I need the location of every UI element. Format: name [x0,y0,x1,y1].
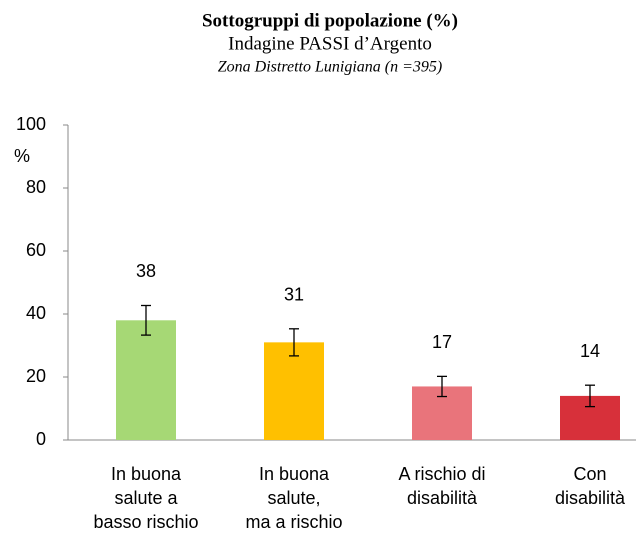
chart-title: Sottogruppi di popolazione (%) [202,10,458,31]
y-axis-label: % [14,146,30,166]
value-label: 17 [432,332,452,352]
error-bar [585,384,595,408]
value-label: 14 [580,341,600,361]
error-bar [437,375,447,398]
y-tick-label: 60 [26,240,46,260]
error-bar [289,328,299,357]
x-tick-label: Con disabilità [555,464,626,508]
x-tick-label: In buona salute, ma a rischio [245,464,342,532]
y-tick-label: 20 [26,366,46,386]
y-tick-label: 0 [36,429,46,449]
chart-subtitle: Indagine PASSI d’Argento [228,33,432,54]
x-tick-label: A rischio di disabilità [398,464,485,508]
bar [116,320,176,440]
value-label: 31 [284,285,304,305]
error-bar [141,304,151,336]
x-tick-label: In buona salute a basso rischio [93,464,198,532]
y-tick-label: 100 [16,114,46,134]
y-tick-label: 40 [26,303,46,323]
y-tick-label: 80 [26,177,46,197]
bar [264,342,324,440]
value-label: 38 [136,261,156,281]
chart-note: Zona Distretto Lunigiana (n =395) [218,59,442,76]
